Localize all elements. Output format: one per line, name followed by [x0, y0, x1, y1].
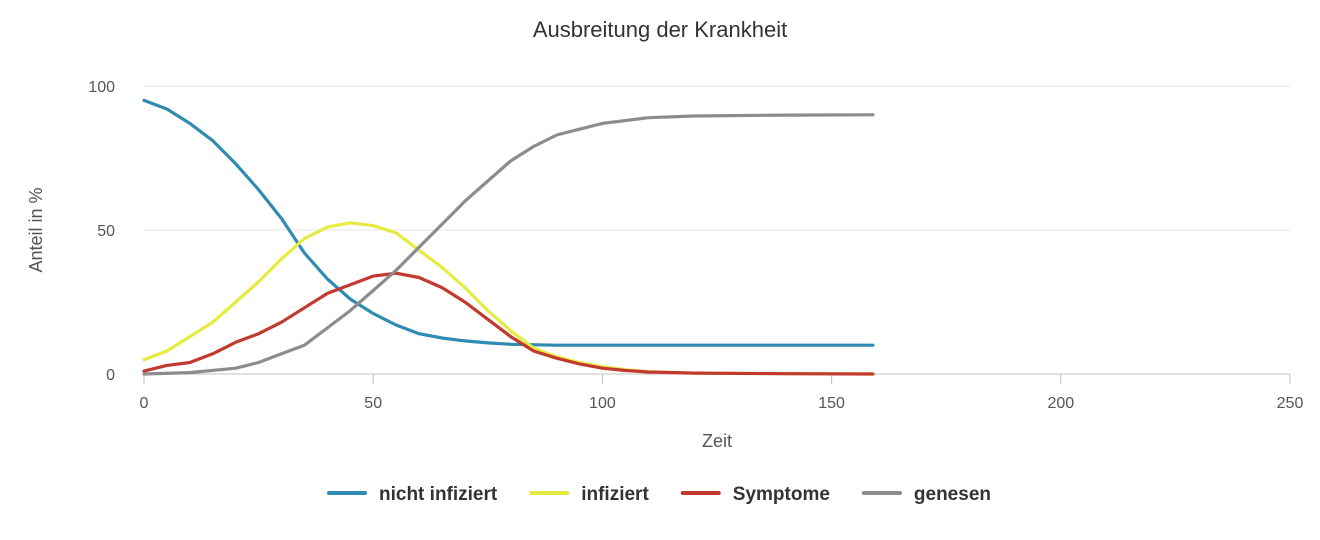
- grid-lines: [144, 85, 1290, 231]
- legend-label: nicht infiziert: [379, 484, 498, 505]
- legend-item-nicht-infiziert[interactable]: nicht infiziert: [327, 484, 498, 505]
- y-axis-title: Anteil in %: [26, 187, 46, 272]
- legend-label: infiziert: [581, 484, 649, 505]
- x-tick-label: 100: [589, 395, 616, 412]
- legend: nicht infiziert infiziert Symptome genesen: [327, 484, 991, 505]
- x-tick-label: 150: [818, 395, 845, 412]
- series-line-symptome[interactable]: [142, 271, 875, 376]
- x-tick-label: 50: [364, 395, 382, 412]
- legend-label: Symptome: [733, 484, 830, 505]
- legend-label: genesen: [914, 484, 991, 505]
- x-axis-title: Zeit: [702, 431, 732, 451]
- series-line-genesen[interactable]: [142, 113, 875, 376]
- chart-title: Ausbreitung der Krankheit: [533, 17, 787, 42]
- axes: 0 50 100 0 50 100 150 200 250: [88, 79, 1303, 412]
- x-tick-label: 0: [140, 395, 149, 412]
- series-line-infiziert[interactable]: [142, 221, 875, 376]
- legend-item-infiziert[interactable]: infiziert: [529, 484, 649, 505]
- series-lines: [142, 98, 875, 376]
- x-tick-label: 250: [1277, 395, 1304, 412]
- x-tick-label: 200: [1047, 395, 1074, 412]
- series-line-nicht-infiziert[interactable]: [142, 98, 875, 347]
- y-tick-label: 50: [97, 223, 115, 240]
- y-tick-label: 0: [106, 367, 115, 384]
- legend-item-symptome[interactable]: Symptome: [680, 484, 830, 505]
- y-tick-label: 100: [88, 79, 115, 96]
- legend-item-genesen[interactable]: genesen: [861, 484, 991, 505]
